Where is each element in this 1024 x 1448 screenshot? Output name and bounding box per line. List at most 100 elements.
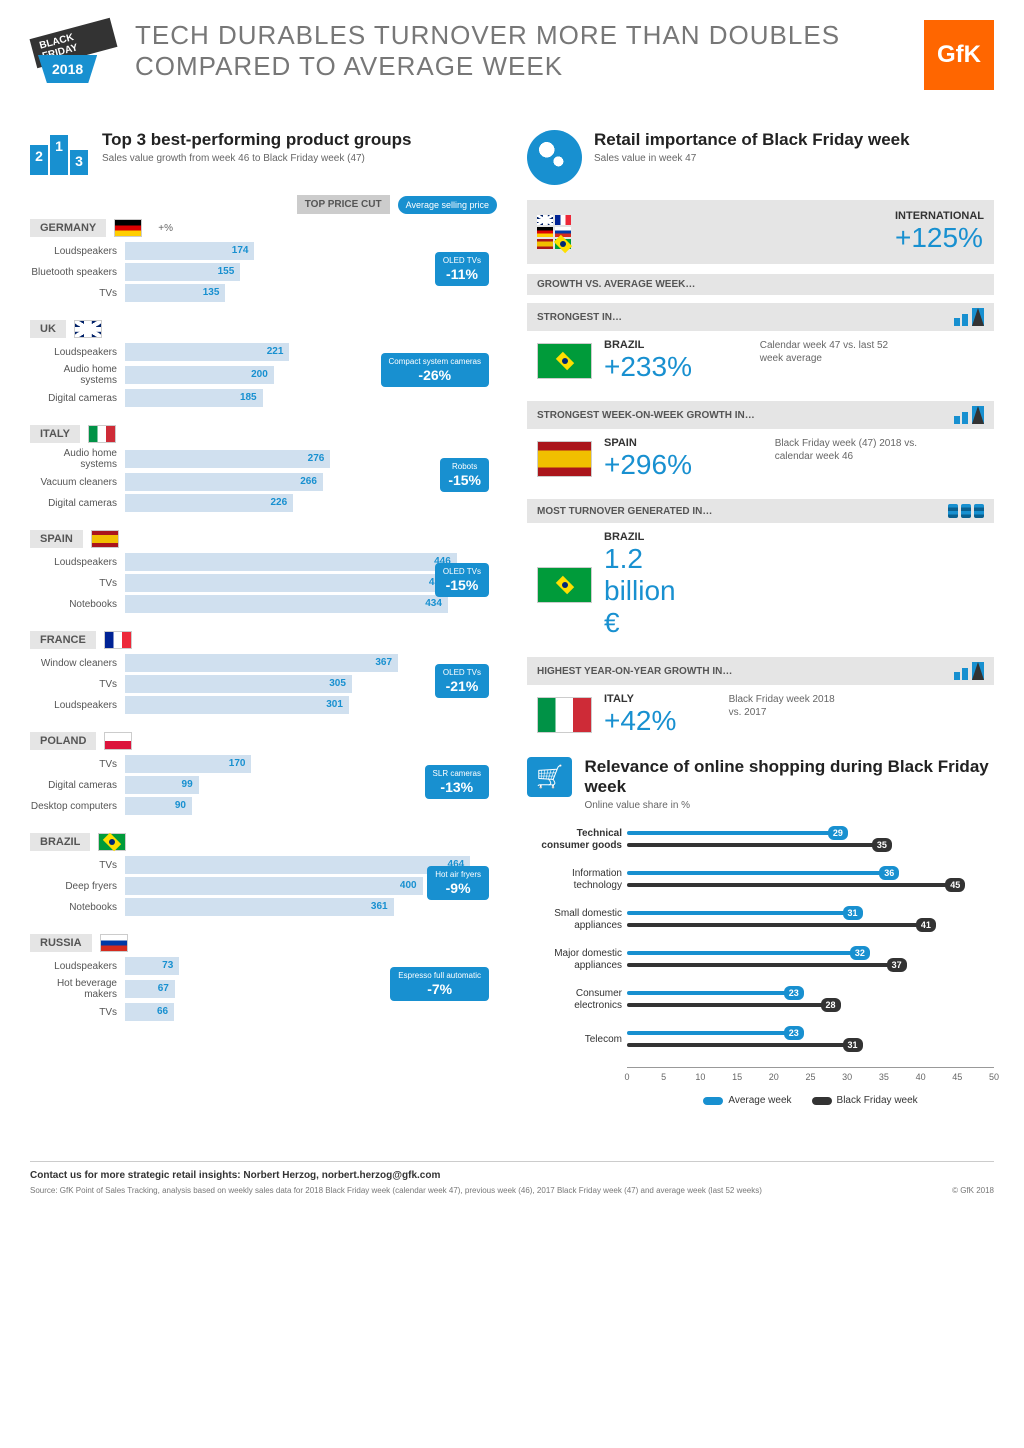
column-labels: TOP PRICE CUT Average selling price: [30, 195, 497, 214]
footer-contact: Contact us for more strategic retail ins…: [30, 1170, 994, 1181]
bar-row: Loudspeakers174: [30, 242, 497, 260]
country-block-br: BRAZIL TVs464Deep fryers400Notebooks361 …: [30, 833, 497, 916]
x-tick: 25: [805, 1072, 815, 1082]
black-friday-badge: BLACK FRIDAY 2018: [30, 20, 115, 105]
asp-label: Average selling price: [398, 196, 497, 214]
bar-row: TVs66: [30, 1003, 497, 1021]
bar-label: TVs: [30, 679, 125, 690]
chart-row: Small domestic appliances 31 41: [627, 907, 994, 933]
chart-row-label: Small domestic appliances: [527, 908, 622, 932]
bar-row: Desktop computers90: [30, 797, 497, 815]
country-header: GERMANY +%: [30, 219, 497, 237]
bar-label: Deep fryers: [30, 881, 125, 892]
chart-bar-avg: 23: [627, 1031, 796, 1035]
stat-header: HIGHEST YEAR-ON-YEAR GROWTH IN…: [527, 657, 994, 685]
country-name: ITALY: [30, 425, 80, 443]
bar: 67: [125, 980, 175, 998]
bar: 266: [125, 473, 323, 491]
trend-icon: [954, 406, 984, 424]
stat-note: Black Friday week 2018 vs. 2017: [729, 693, 839, 719]
bar: 155: [125, 263, 240, 281]
bar-label: Loudspeakers: [30, 557, 125, 568]
bar-row: Loudspeakers446: [30, 553, 497, 571]
bar-label: Vacuum cleaners: [30, 477, 125, 488]
country-name: GERMANY: [30, 219, 106, 237]
retail-header: Retail importance of Black Friday week S…: [527, 130, 994, 185]
pct-label: +%: [158, 223, 173, 234]
top3-title: Top 3 best-performing product groups: [102, 130, 411, 150]
international-box: INTERNATIONAL +125%: [527, 200, 994, 264]
main-title: TECH DURABLES TURNOVER MORE THAN DOUBLES…: [135, 20, 904, 82]
bar-label: Audio home systems: [30, 448, 125, 470]
price-tag: SLR cameras-13%: [425, 765, 489, 799]
stat-value: +296%: [604, 449, 760, 481]
chart-row: Telecom 23 31: [627, 1027, 994, 1053]
stat-block: SPAIN +296% Black Friday week (47) 2018 …: [527, 437, 994, 481]
chart-bar-avg: 36: [627, 871, 891, 875]
chart-x-axis: 05101520253035404550: [627, 1067, 994, 1087]
country-header: ITALY: [30, 425, 497, 443]
flag-icon: [100, 934, 128, 952]
trend-icon: [954, 308, 984, 326]
bar-label: TVs: [30, 288, 125, 299]
retail-title: Retail importance of Black Friday week: [594, 130, 910, 150]
stat-block: ITALY +42% Black Friday week 2018 vs. 20…: [527, 693, 994, 737]
left-column: 213 Top 3 best-performing product groups…: [30, 130, 497, 1136]
x-tick: 30: [842, 1072, 852, 1082]
growth-vs-avg-header: GROWTH VS. AVERAGE WEEK…: [527, 274, 994, 295]
bar-label: Loudspeakers: [30, 246, 125, 257]
x-tick: 15: [732, 1072, 742, 1082]
price-tag: Espresso full automatic-7%: [390, 967, 489, 1001]
bar-label: Digital cameras: [30, 780, 125, 791]
bar: 226: [125, 494, 293, 512]
country-header: POLAND: [30, 732, 497, 750]
bar: 135: [125, 284, 225, 302]
bar: 305: [125, 675, 352, 693]
online-chart: Technical consumer goods 29 35 Informati…: [527, 827, 994, 1136]
bar: 446: [125, 553, 457, 571]
chart-row-label: Major domestic appliances: [527, 948, 622, 972]
bar-label: Desktop computers: [30, 801, 125, 812]
trend-icon: [954, 662, 984, 680]
bar-label: Window cleaners: [30, 658, 125, 669]
flag-icon: [537, 441, 592, 477]
country-block-it: ITALY Audio home systems276Vacuum cleane…: [30, 425, 497, 512]
country-block-es: SPAIN Loudspeakers446TVs439Notebooks434 …: [30, 530, 497, 613]
stat-value: 1.2 billion €: [604, 543, 676, 639]
top3-header: 213 Top 3 best-performing product groups…: [30, 130, 497, 180]
intl-label: INTERNATIONAL: [895, 210, 984, 222]
bar-row: Digital cameras226: [30, 494, 497, 512]
bar: 90: [125, 797, 192, 815]
stat-country: SPAIN: [604, 437, 760, 449]
x-tick: 20: [769, 1072, 779, 1082]
bar-label: Bluetooth speakers: [30, 267, 125, 278]
country-name: FRANCE: [30, 631, 96, 649]
bar: 439: [125, 574, 452, 592]
chart-row: Information technology 36 45: [627, 867, 994, 893]
top-price-cut-label: TOP PRICE CUT: [297, 195, 390, 214]
bar-row: Notebooks361: [30, 898, 497, 916]
stat-header: MOST TURNOVER GENERATED IN…: [527, 499, 994, 523]
bar: 66: [125, 1003, 174, 1021]
bar: 99: [125, 776, 199, 794]
stat-header: STRONGEST IN…: [527, 303, 994, 331]
chart-bar-bf: 35: [627, 843, 884, 847]
bar-row: Vacuum cleaners266: [30, 473, 497, 491]
bar: 73: [125, 957, 179, 975]
chart-row-label: Technical consumer goods: [527, 828, 622, 852]
country-header: FRANCE: [30, 631, 497, 649]
online-title: Relevance of online shopping during Blac…: [584, 757, 994, 797]
stat-value: +233%: [604, 351, 745, 383]
stat-block: BRAZIL 1.2 billion €: [527, 531, 994, 639]
bar-label: Loudspeakers: [30, 347, 125, 358]
chart-legend: Average week Black Friday week: [627, 1095, 994, 1106]
bar-row: Loudspeakers301: [30, 696, 497, 714]
online-section: Relevance of online shopping during Blac…: [527, 757, 994, 1136]
bar-label: TVs: [30, 578, 125, 589]
stat-note: Calendar week 47 vs. last 52 week averag…: [760, 339, 901, 365]
bar-row: TVs439: [30, 574, 497, 592]
bar-row: Digital cameras185: [30, 389, 497, 407]
chart-row-label: Information technology: [527, 868, 622, 892]
chart-row: Major domestic appliances 32 37: [627, 947, 994, 973]
bar: 221: [125, 343, 289, 361]
